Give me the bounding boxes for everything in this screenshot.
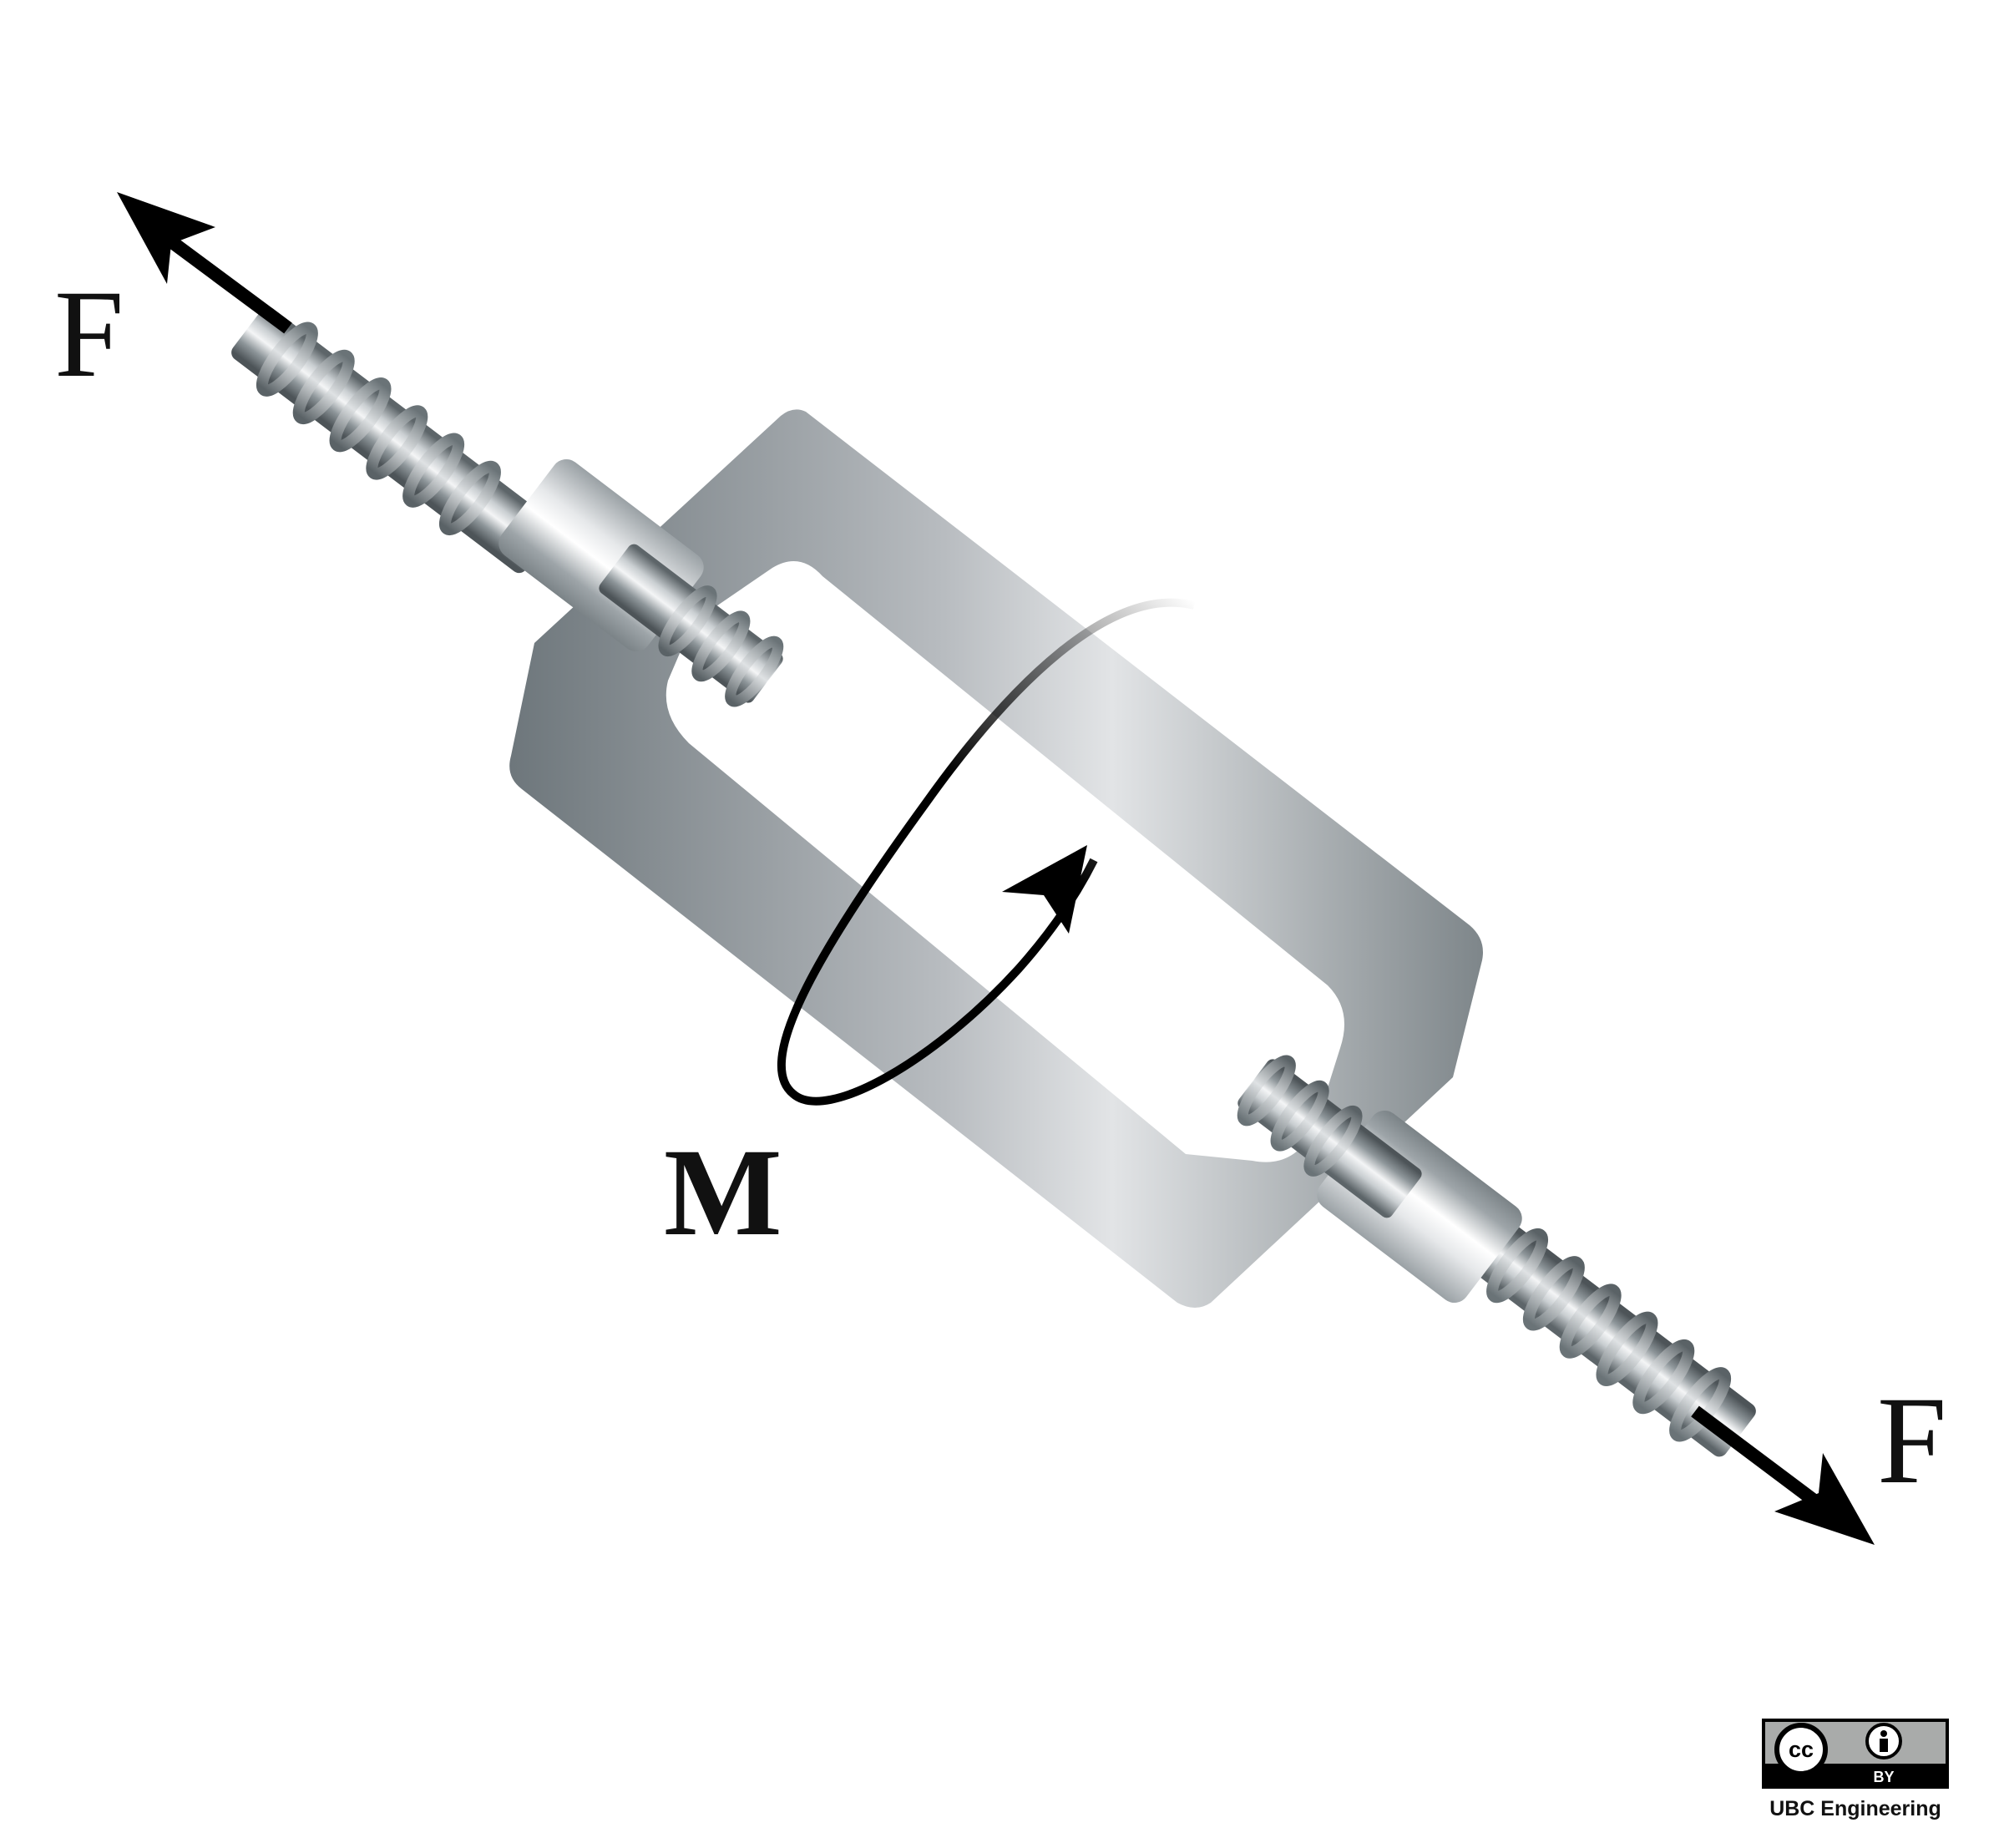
- force-arrow-bottom: [1691, 1405, 1875, 1545]
- force-label-top: F: [54, 265, 124, 403]
- cc-by-badge: cc BY: [1762, 1719, 1949, 1789]
- force-arrow-top: [117, 192, 292, 334]
- cc-logo-text: cc: [1789, 1737, 1814, 1762]
- right-rod-threads: [1486, 1228, 1732, 1442]
- turnbuckle-body: [509, 409, 1483, 1309]
- right-threaded-rod: [1431, 1190, 1756, 1457]
- right-boss: [1237, 1055, 1522, 1304]
- force-label-bottom: F: [1877, 1371, 1946, 1510]
- cc-logo-icon: [1774, 1723, 1828, 1776]
- attribution-caption: UBC Engineering: [1769, 1797, 1941, 1820]
- left-boss: [498, 458, 784, 707]
- by-text: BY: [1873, 1769, 1894, 1785]
- moment-label: M: [664, 1123, 782, 1262]
- left-threaded-rod: [231, 306, 556, 574]
- moment-arrowhead: [1002, 845, 1087, 934]
- moment-ring: [777, 598, 1196, 1106]
- left-rod-threads: [256, 322, 501, 536]
